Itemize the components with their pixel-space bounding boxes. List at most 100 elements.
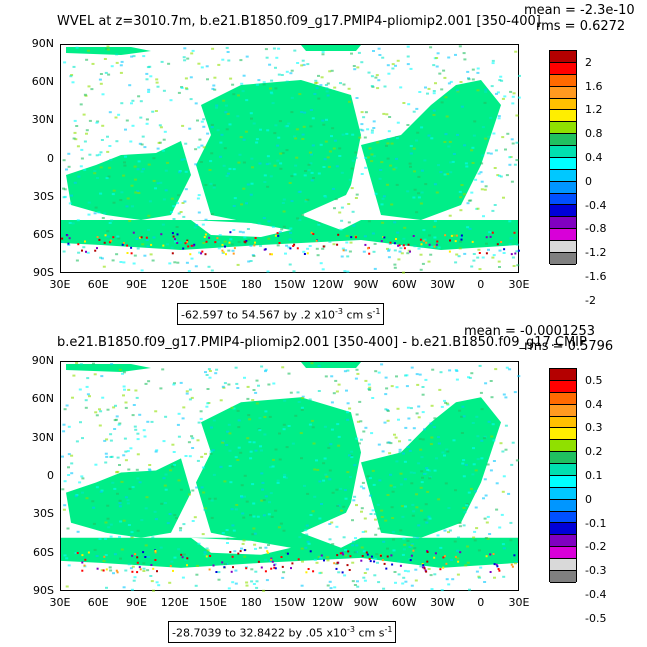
colorbar-swatch (550, 487, 576, 500)
lat-tick-label: 60S (33, 227, 54, 241)
lat-tick-label: 0 (47, 469, 54, 482)
panel-1-mean: mean = -2.3e-10 (524, 3, 635, 18)
panel-2-title: b.e21.B1850.f09_g17.PMIP4-pliomip2.001 [… (57, 335, 587, 350)
colorbar-tick-label: 0.1 (585, 469, 603, 482)
colorbar-swatch (550, 181, 576, 194)
lon-tick-label: 30W (430, 596, 455, 609)
lon-tick-label: 90E (126, 596, 147, 609)
panel-2-ocean-field (61, 362, 521, 592)
colorbar-swatch (550, 134, 576, 146)
lon-tick-label: 60W (391, 596, 417, 609)
colorbar-swatch (550, 110, 576, 123)
panel-1-range-label: -62.597 to 54.567 by .2 x10-3 cm s-1 (177, 303, 385, 325)
lon-tick-label: 90W (353, 278, 379, 291)
colorbar-tick-label: 0.5 (585, 373, 603, 387)
colorbar-swatch (550, 169, 576, 182)
lon-tick-label: 0 (477, 278, 485, 291)
lon-tick-label: 30E (508, 278, 530, 291)
colorbar-tick-label: 0.3 (585, 421, 603, 435)
colorbar-tick-label: 0.8 (585, 127, 603, 141)
colorbar-tick-label: -0.1 (585, 516, 607, 530)
colorbar-tick-label: 0 (585, 492, 592, 506)
lon-tick-label: 0 (477, 596, 485, 609)
lat-tick-label: 60N (31, 75, 54, 89)
lat-tick-label: 60N (31, 392, 54, 406)
lon-tick-label: 30E (49, 278, 71, 291)
lat-tick-label: 0 (47, 151, 54, 165)
colorbar-tick-label: 2 (585, 55, 592, 69)
colorbar-swatch (550, 369, 576, 381)
colorbar-tick-label: -2 (585, 293, 596, 307)
colorbar-swatch (550, 475, 576, 488)
panel-1-title: WVEL at z=3010.7m, b.e21.B1850.f09_g17.P… (57, 14, 541, 29)
colorbar-swatch (550, 86, 576, 99)
lon-tick-label: 150E (199, 278, 227, 291)
colorbar-swatch (550, 241, 576, 253)
lon-tick-label: 120W (311, 596, 344, 609)
colorbar-swatch (550, 157, 576, 170)
panel-2-mean: mean = -0.0001253 (464, 324, 596, 339)
colorbar-swatch (550, 193, 576, 206)
colorbar-swatch (550, 146, 576, 158)
lon-tick-label: 90W (353, 596, 379, 609)
lat-tick-label: 90S (33, 584, 54, 597)
colorbar-swatch (550, 74, 576, 87)
colorbar-swatch (550, 380, 576, 393)
colorbar-swatch (550, 547, 576, 559)
lon-tick-label: 30E (49, 596, 71, 609)
colorbar-swatch (550, 559, 576, 571)
lon-tick-label: 120W (311, 278, 344, 291)
colorbar-swatch (550, 535, 576, 548)
colorbar-swatch (550, 511, 576, 524)
lon-tick-label: 180 (240, 596, 262, 609)
lon-tick-label: 60E (87, 278, 109, 291)
lat-tick-label: 30N (31, 430, 54, 444)
lon-tick-label: 150W (273, 278, 306, 291)
colorbar-tick-label: -0.5 (585, 611, 607, 625)
colorbar-swatch (550, 205, 576, 218)
colorbar-tick-label: -0.2 (585, 540, 607, 554)
lon-tick-label: 90E (126, 278, 147, 291)
panel-1-rms: rms = 0.6272 (536, 19, 626, 34)
lat-tick-label: 30S (33, 189, 54, 203)
colorbar-tick-label: 0.4 (585, 151, 603, 164)
colorbar-tick-label: -0.4 (585, 587, 607, 601)
colorbar-tick-label: -1.2 (585, 246, 607, 260)
panel-1-map (60, 44, 521, 274)
panel-2-map (60, 361, 521, 592)
panel-2-range-label: -28.7039 to 32.8422 by .05 x10-3 cm s-1 (168, 621, 397, 643)
colorbar-swatch (550, 62, 576, 75)
lat-tick-label: 90N (31, 354, 54, 367)
colorbar-swatch (550, 392, 576, 405)
colorbar-swatch (550, 499, 576, 512)
colorbar-tick-label: -0.3 (585, 564, 607, 578)
lat-tick-label: 60S (33, 545, 54, 559)
colorbar-swatch (550, 570, 576, 583)
colorbar-tick-label: -0.4 (585, 198, 607, 212)
lon-tick-label: 150E (199, 596, 227, 609)
lat-tick-label: 90N (31, 37, 54, 50)
colorbar-swatch (550, 217, 576, 230)
colorbar-swatch (550, 523, 576, 536)
colorbar-swatch (550, 98, 576, 111)
colorbar-tick-label: 0 (585, 174, 592, 188)
lat-tick-label: 90S (33, 266, 54, 279)
colorbar-swatch (550, 452, 576, 464)
panel-2-colorbar (549, 368, 577, 583)
colorbar-tick-label: 0.2 (585, 445, 603, 459)
lon-tick-label: 120E (160, 596, 189, 609)
colorbar-swatch (550, 404, 576, 417)
colorbar-swatch (550, 122, 576, 135)
colorbar-swatch (550, 51, 576, 63)
colorbar-swatch (550, 416, 576, 429)
colorbar-tick-label: 0.4 (585, 397, 603, 411)
panel-1-colorbar (549, 50, 577, 265)
lon-tick-label: 30W (430, 278, 455, 291)
lat-tick-label: 30N (31, 113, 54, 127)
lon-tick-label: 60W (391, 278, 417, 291)
colorbar-tick-label: 1.6 (585, 79, 603, 93)
colorbar-swatch (550, 440, 576, 453)
colorbar-swatch (550, 464, 576, 476)
colorbar-tick-label: -1.6 (585, 269, 607, 283)
colorbar-swatch (550, 428, 576, 441)
